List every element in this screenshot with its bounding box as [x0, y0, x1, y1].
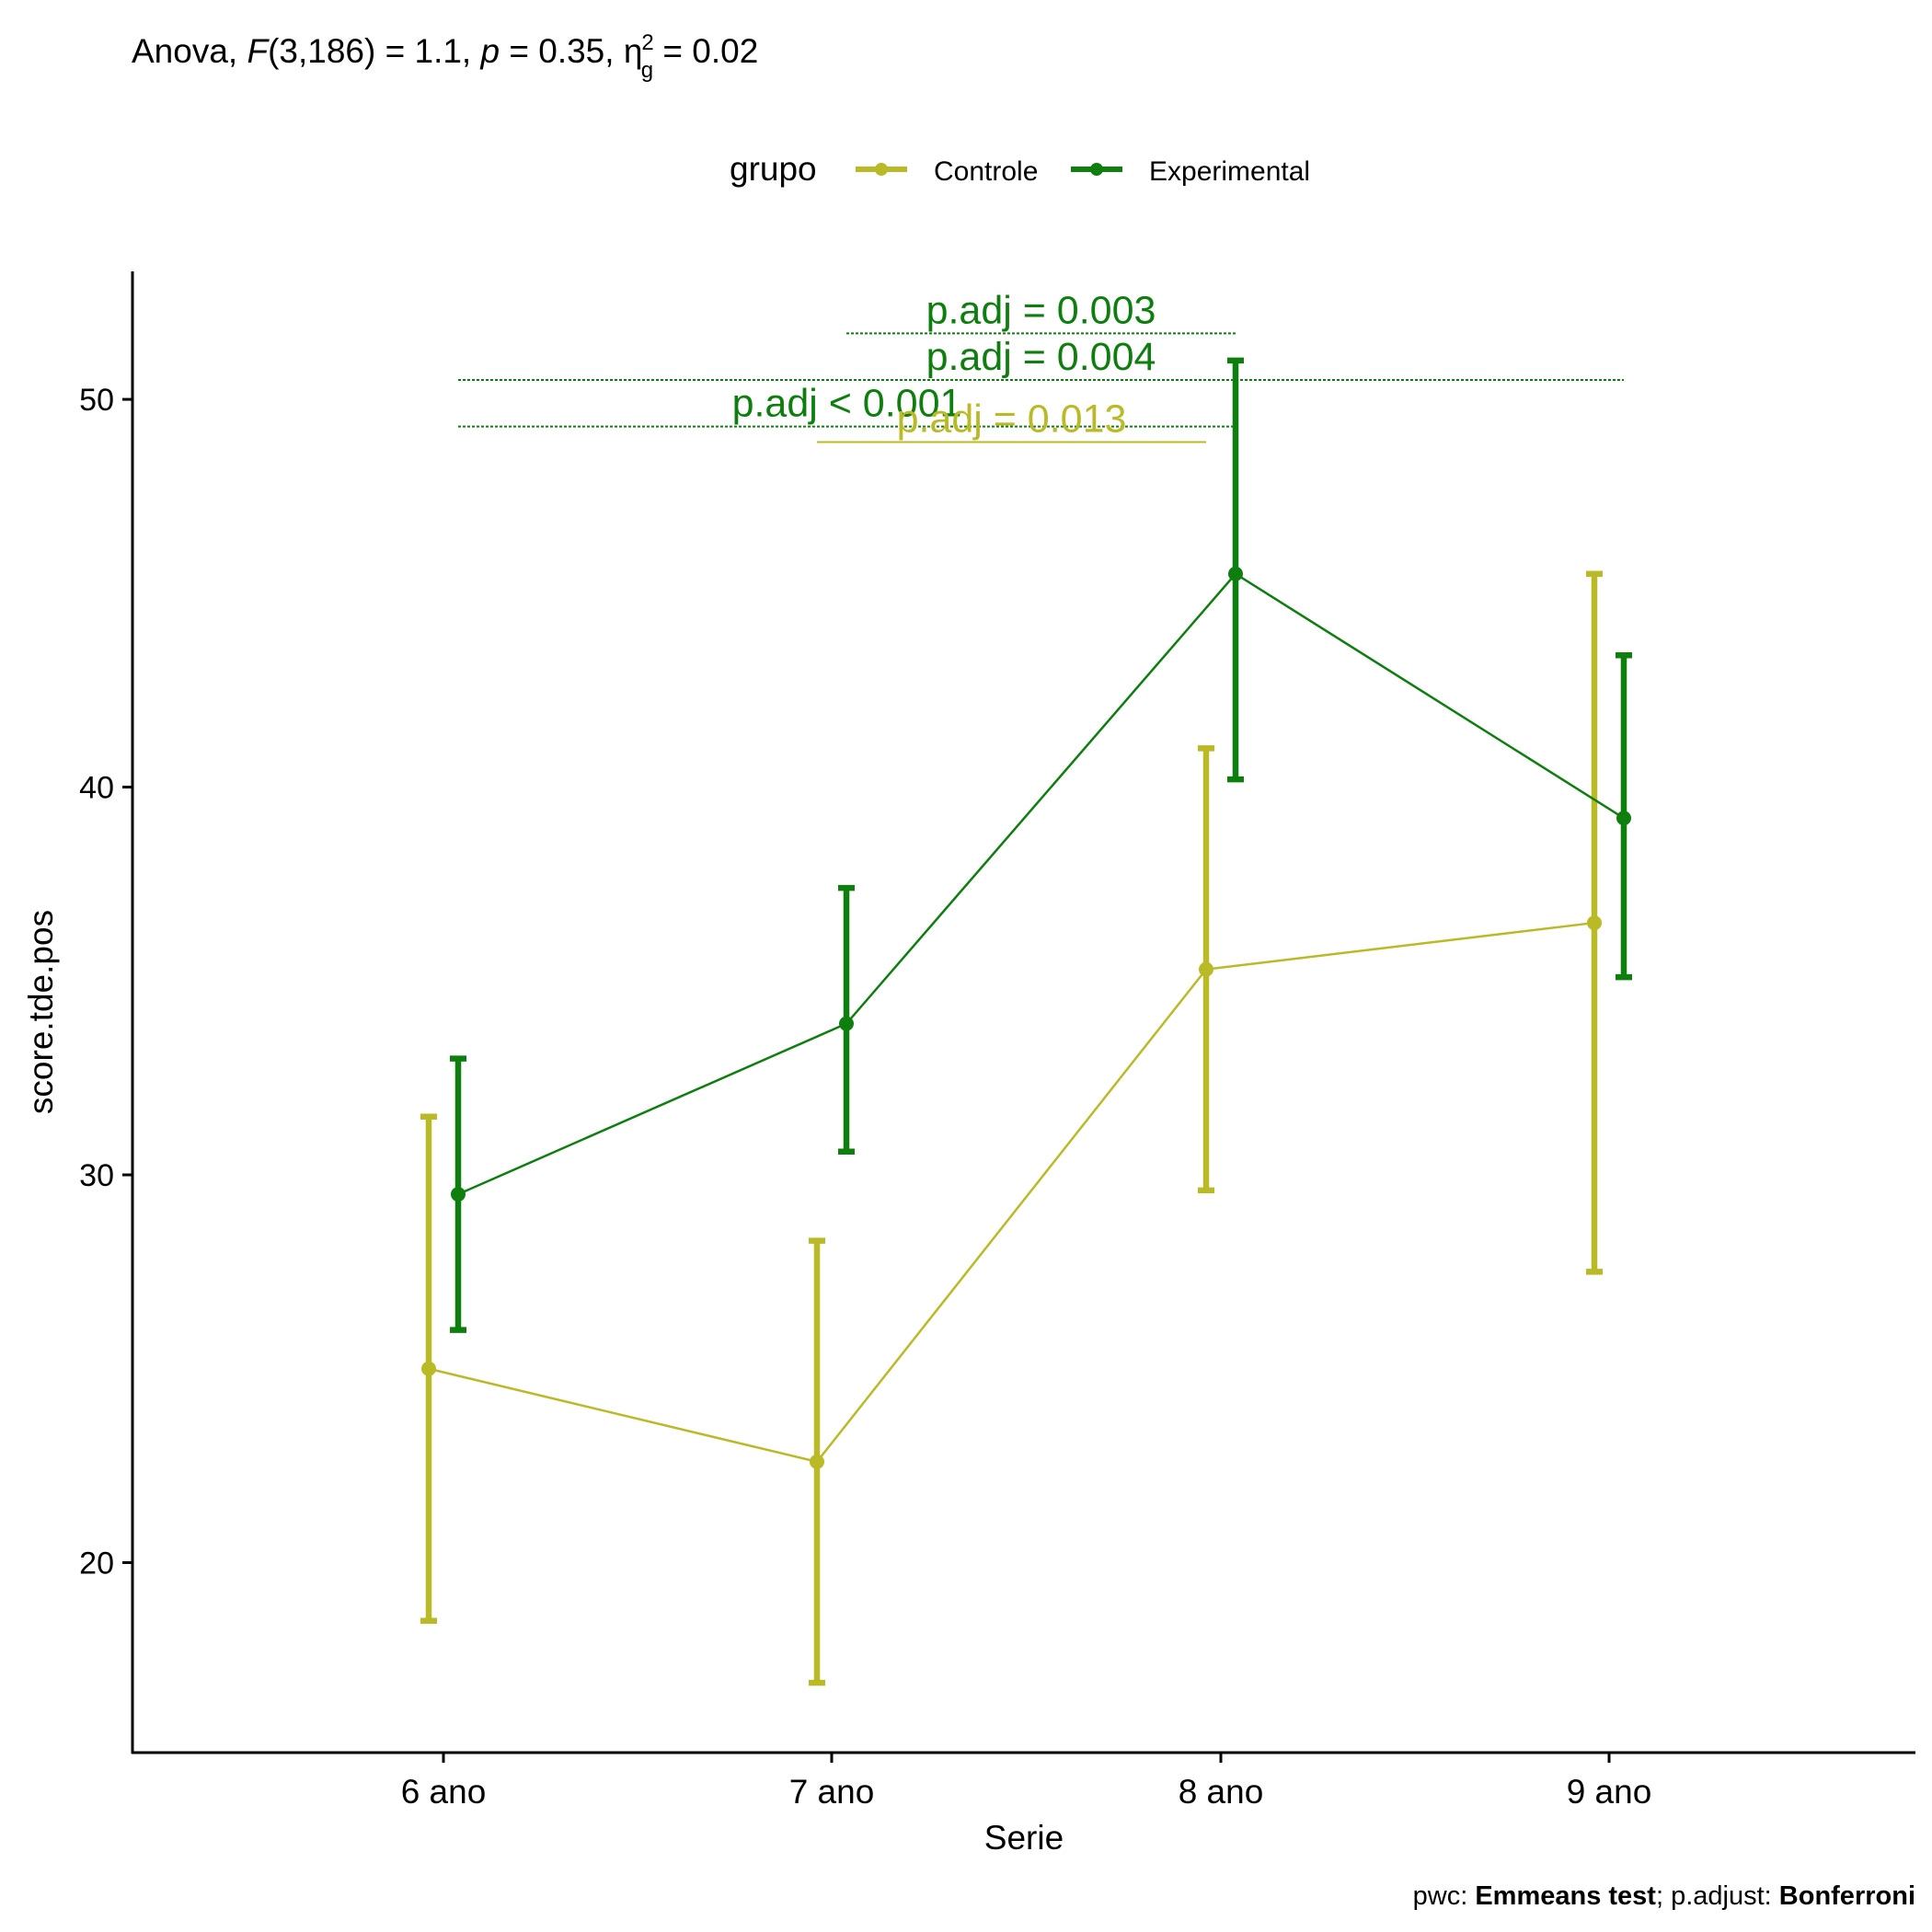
series-line-controle: [428, 921, 1595, 1464]
y-tick-label-20: 20: [79, 1546, 114, 1581]
x-tick-label-9-ano: 9 ano: [1567, 1773, 1652, 1811]
mean-point-experimental-9-ano: [1616, 811, 1631, 826]
svg-text:Anova, F(3,186) = 1.1, p = 0.3: Anova, F(3,186) = 1.1, p = 0.35, η2 g = 0…: [132, 30, 758, 83]
legend-title: grupo: [730, 150, 817, 188]
pairwise-bracket-label: p.adj = 0.013: [897, 397, 1127, 441]
y-tick-label-30: 30: [79, 1158, 114, 1193]
y-axis-ticks: 20 30 40 50: [79, 383, 132, 1581]
legend-key-point-controle: [875, 163, 888, 176]
x-axis-ticks: 6 ano 7 ano 8 ano 9 ano: [401, 1753, 1652, 1811]
mean-point-controle-7-ano: [810, 1454, 824, 1469]
caption: pwc: Emmeans test; p.adjust: Bonferroni: [1413, 1881, 1915, 1911]
pairwise-bracket-label: p.adj = 0.004: [926, 335, 1156, 379]
mean-point-controle-6-ano: [421, 1361, 436, 1376]
caption-adjust-label: ; p.adjust:: [1656, 1881, 1779, 1911]
title-p-rest: = 0.35,: [500, 32, 624, 70]
y-axis-title: score.tde.pos: [22, 910, 60, 1114]
mean-point-controle-9-ano: [1587, 915, 1602, 931]
title-f-args: (3,186) = 1.1,: [268, 32, 480, 70]
caption-pwc-label: pwc:: [1413, 1881, 1476, 1911]
legend-label-experimental: Experimental: [1149, 156, 1310, 187]
pairwise-bracket-4: p.adj = 0.013: [817, 397, 1206, 443]
x-tick-label-8-ano: 8 ano: [1179, 1773, 1264, 1811]
y-tick-label-40: 40: [79, 771, 114, 806]
x-tick-label-7-ano: 7 ano: [789, 1773, 875, 1811]
series-line-experimental: [457, 572, 1625, 1196]
axes: [131, 271, 1915, 1754]
pairwise-bracket-label: p.adj < 0.001: [732, 382, 962, 426]
pairwise-bracket-3: p.adj < 0.001: [458, 382, 1236, 428]
pairwise-bracket-1: p.adj = 0.003: [846, 288, 1236, 335]
title-p-symbol: p: [480, 32, 500, 70]
legend-key-point-experimental: [1090, 163, 1103, 176]
title-f-symbol: F: [247, 32, 270, 70]
y-tick-label-50: 50: [79, 383, 114, 418]
mean-point-experimental-8-ano: [1228, 566, 1243, 581]
title-prefix: Anova,: [132, 32, 247, 70]
legend-label-controle: Controle: [934, 156, 1038, 187]
title-eta-sup: 2: [641, 30, 653, 55]
legend-entry-controle: Controle: [856, 156, 1038, 187]
mean-point-experimental-6-ano: [451, 1187, 466, 1202]
legend-entry-experimental: Experimental: [1071, 156, 1310, 187]
title-eta-sub: g: [641, 58, 653, 83]
mean-point-experimental-7-ano: [839, 1016, 854, 1031]
title-eta-symbol: η: [624, 32, 643, 70]
legend: grupo Controle Experimental: [730, 150, 1310, 188]
x-axis-title: Serie: [984, 1819, 1064, 1857]
caption-adjust-value: Bonferroni: [1779, 1881, 1915, 1911]
title-eta-rest: = 0.02: [653, 32, 758, 70]
mean-point-controle-8-ano: [1199, 961, 1213, 977]
chart-title: Anova, F(3,186) = 1.1, p = 0.35, η2 g = 0…: [132, 30, 758, 83]
pairwise-bracket-2: p.adj = 0.004: [458, 335, 1624, 382]
caption-pwc-value: Emmeans test: [1475, 1881, 1656, 1911]
x-tick-label-6-ano: 6 ano: [401, 1773, 487, 1811]
pairwise-bracket-label: p.adj = 0.003: [926, 288, 1156, 332]
